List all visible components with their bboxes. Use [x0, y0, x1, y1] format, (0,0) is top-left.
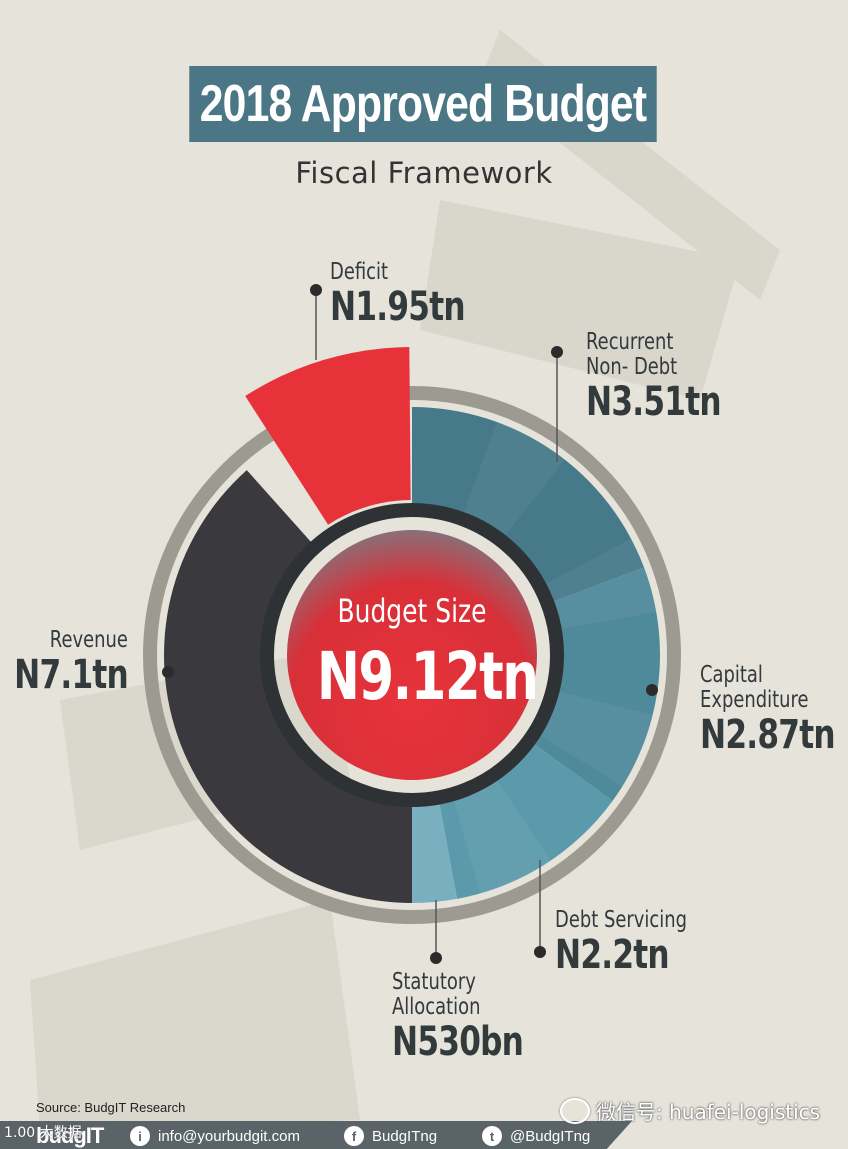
footer-facebook-text[interactable]: BudgITng	[372, 1127, 438, 1145]
twitter-icon: t	[482, 1126, 502, 1146]
label-recurrent: Recurrent Non- Debt N3.51tn	[586, 329, 722, 425]
leader-dot-deficit	[310, 284, 322, 296]
label-recurrent-value: N3.51tn	[586, 379, 722, 425]
wechat-icon	[560, 1097, 590, 1124]
label-statutory-value: N530bn	[392, 1019, 524, 1065]
label-deficit-name: Deficit	[330, 259, 389, 285]
center-label: Budget Size	[337, 592, 487, 630]
center-disc	[287, 530, 537, 780]
slice-revenue	[163, 470, 412, 903]
label-statutory: Statutory Allocation N530bn	[392, 969, 524, 1065]
label-capital: Capital Expenditure N2.87tn	[700, 662, 836, 758]
label-capital-name-2: Expenditure	[700, 687, 809, 713]
footer-facebook[interactable]: f BudgITng	[344, 1126, 437, 1146]
sunburst-ray	[461, 421, 565, 541]
slice-capital-expenditure	[529, 567, 660, 801]
wechat-watermark: 微信号: huafei-logistics	[560, 1096, 820, 1125]
sunburst-ray	[540, 538, 657, 630]
slice-debt-servicing	[438, 740, 613, 899]
label-revenue-name: Revenue	[49, 627, 129, 653]
label-capital-name-1: Capital	[700, 662, 763, 688]
label-debt: Debt Servicing N2.2tn	[555, 907, 687, 978]
facebook-icon: f	[344, 1126, 364, 1146]
corner-watermark: 1.00 大数据	[4, 1125, 82, 1141]
label-recurrent-name-2: Non- Debt	[586, 354, 678, 380]
sunburst-ray	[451, 775, 551, 894]
slice-statutory-allocation	[412, 797, 458, 903]
source-note: Source: BudgIT Research	[36, 1100, 186, 1115]
leader-dot-revenue	[162, 666, 174, 678]
page-title: 2018 Approved Budget	[189, 66, 657, 142]
label-capital-value: N2.87tn	[700, 712, 836, 758]
leader-dot-statutory	[430, 952, 442, 964]
label-debt-name: Debt Servicing	[555, 907, 687, 933]
center-value: N9.12tn	[316, 638, 539, 715]
footer-bar: budgIT i info@yourbudgit.com f BudgITng …	[0, 1121, 632, 1149]
info-icon: i	[130, 1126, 150, 1146]
footer-email-text[interactable]: info@yourbudgit.com	[158, 1127, 300, 1145]
label-statutory-name-1: Statutory	[392, 969, 476, 995]
slice-recurrent-non-debt	[412, 407, 645, 604]
inner-ring	[260, 503, 564, 807]
label-recurrent-name-1: Recurrent	[586, 329, 674, 355]
sunburst-ray	[534, 690, 653, 787]
label-debt-value: N2.2tn	[555, 932, 670, 978]
wechat-label: 微信号: huafei-logistics	[596, 1100, 821, 1124]
outer-ring	[143, 386, 681, 924]
label-revenue: Revenue N7.1tn	[14, 627, 129, 698]
budgit-logo: budgIT	[36, 1123, 104, 1148]
label-deficit-value: N1.95tn	[330, 284, 466, 330]
slice-deficit	[245, 347, 411, 525]
label-statutory-name-2: Allocation	[392, 994, 481, 1020]
leader-dot-recurrent	[551, 346, 563, 358]
footer-twitter[interactable]: t @BudgITng	[482, 1126, 590, 1146]
label-deficit: Deficit N1.95tn	[330, 259, 466, 330]
leader-dot-debt	[534, 946, 546, 958]
footer-twitter-text[interactable]: @BudgITng	[510, 1127, 591, 1145]
label-revenue-value: N7.1tn	[14, 652, 129, 698]
page-subtitle: Fiscal Framework	[295, 156, 553, 190]
leader-dot-capital	[646, 684, 658, 696]
footer-email[interactable]: i info@yourbudgit.com	[130, 1126, 300, 1146]
